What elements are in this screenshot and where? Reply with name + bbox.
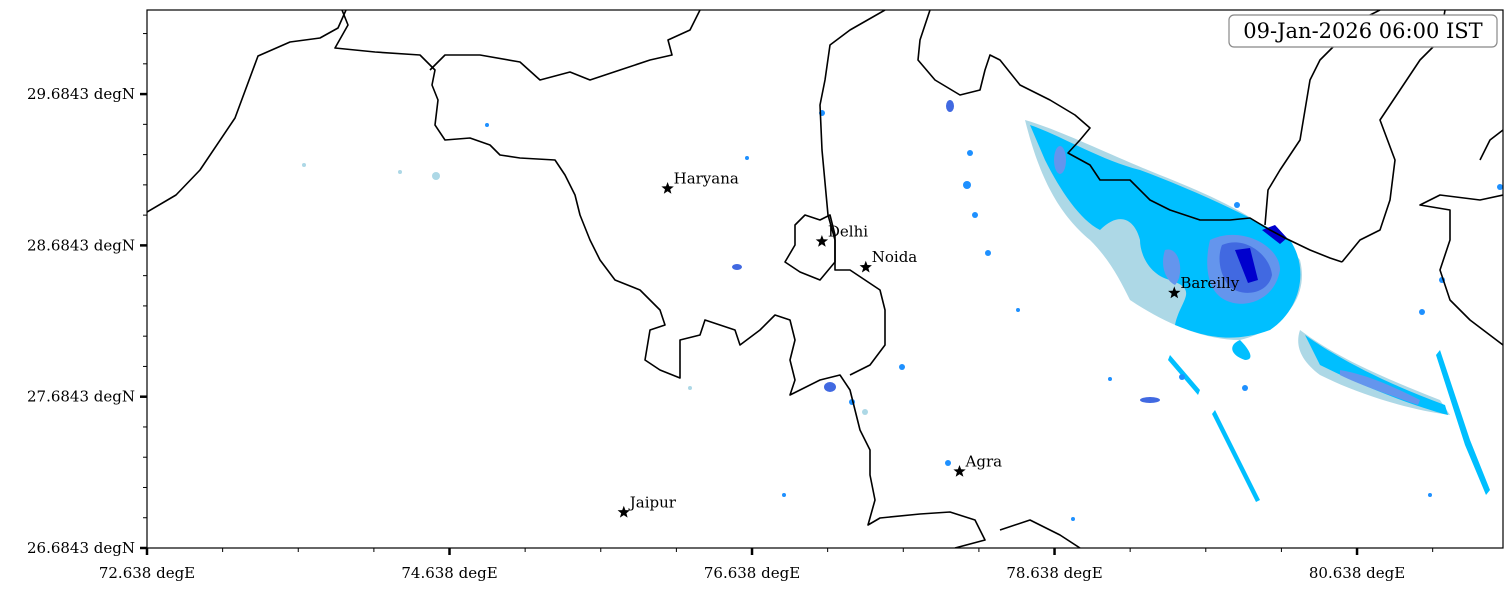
city-haryana: Haryana <box>661 170 739 194</box>
y-tick-label: 29.6843 degN <box>27 85 135 103</box>
star-icon <box>815 235 829 247</box>
star-icon <box>859 260 872 273</box>
city-jaipur: Jaipur <box>617 493 677 518</box>
x-tick-label: 74.638 degE <box>401 564 497 582</box>
state-boundaries <box>147 10 1503 548</box>
city-label: Jaipur <box>628 493 677 511</box>
city-label: Haryana <box>674 170 739 188</box>
star-icon <box>661 182 674 194</box>
y-tick-label: 28.6843 degN <box>27 236 135 254</box>
axes: 72.638 degE 74.638 degE 76.638 degE 78.638 … <box>27 33 1434 582</box>
star-icon <box>617 505 630 518</box>
timestamp-box: 09-Jan-2026 06:00 IST <box>1228 14 1498 48</box>
city-label: Noida <box>872 248 918 266</box>
x-tick-label: 76.638 degE <box>704 564 800 582</box>
city-delhi: Delhi <box>815 222 868 247</box>
x-tick-label: 80.638 degE <box>1309 564 1405 582</box>
city-label: Delhi <box>828 222 868 240</box>
city-label: Bareilly <box>1180 274 1239 292</box>
city-agra: Agra <box>953 452 1003 477</box>
x-tick-label: 78.638 degE <box>1006 564 1102 582</box>
star-icon <box>1168 286 1181 299</box>
timestamp-label: 09-Jan-2026 06:00 IST <box>1243 19 1482 43</box>
plot-frame <box>146 9 1504 549</box>
y-tick-label: 26.6843 degN <box>27 539 135 557</box>
city-bareilly: Bareilly <box>1168 274 1240 299</box>
y-tick-label: 27.6843 degN <box>27 388 135 406</box>
rain-speckles <box>485 110 1503 521</box>
x-tick-label: 72.638 degE <box>99 564 195 582</box>
city-label: Agra <box>965 452 1003 470</box>
city-noida: Noida <box>859 248 918 273</box>
precipitation-field <box>302 100 1503 521</box>
rain-speckles-light <box>302 163 868 415</box>
star-icon <box>953 465 966 477</box>
